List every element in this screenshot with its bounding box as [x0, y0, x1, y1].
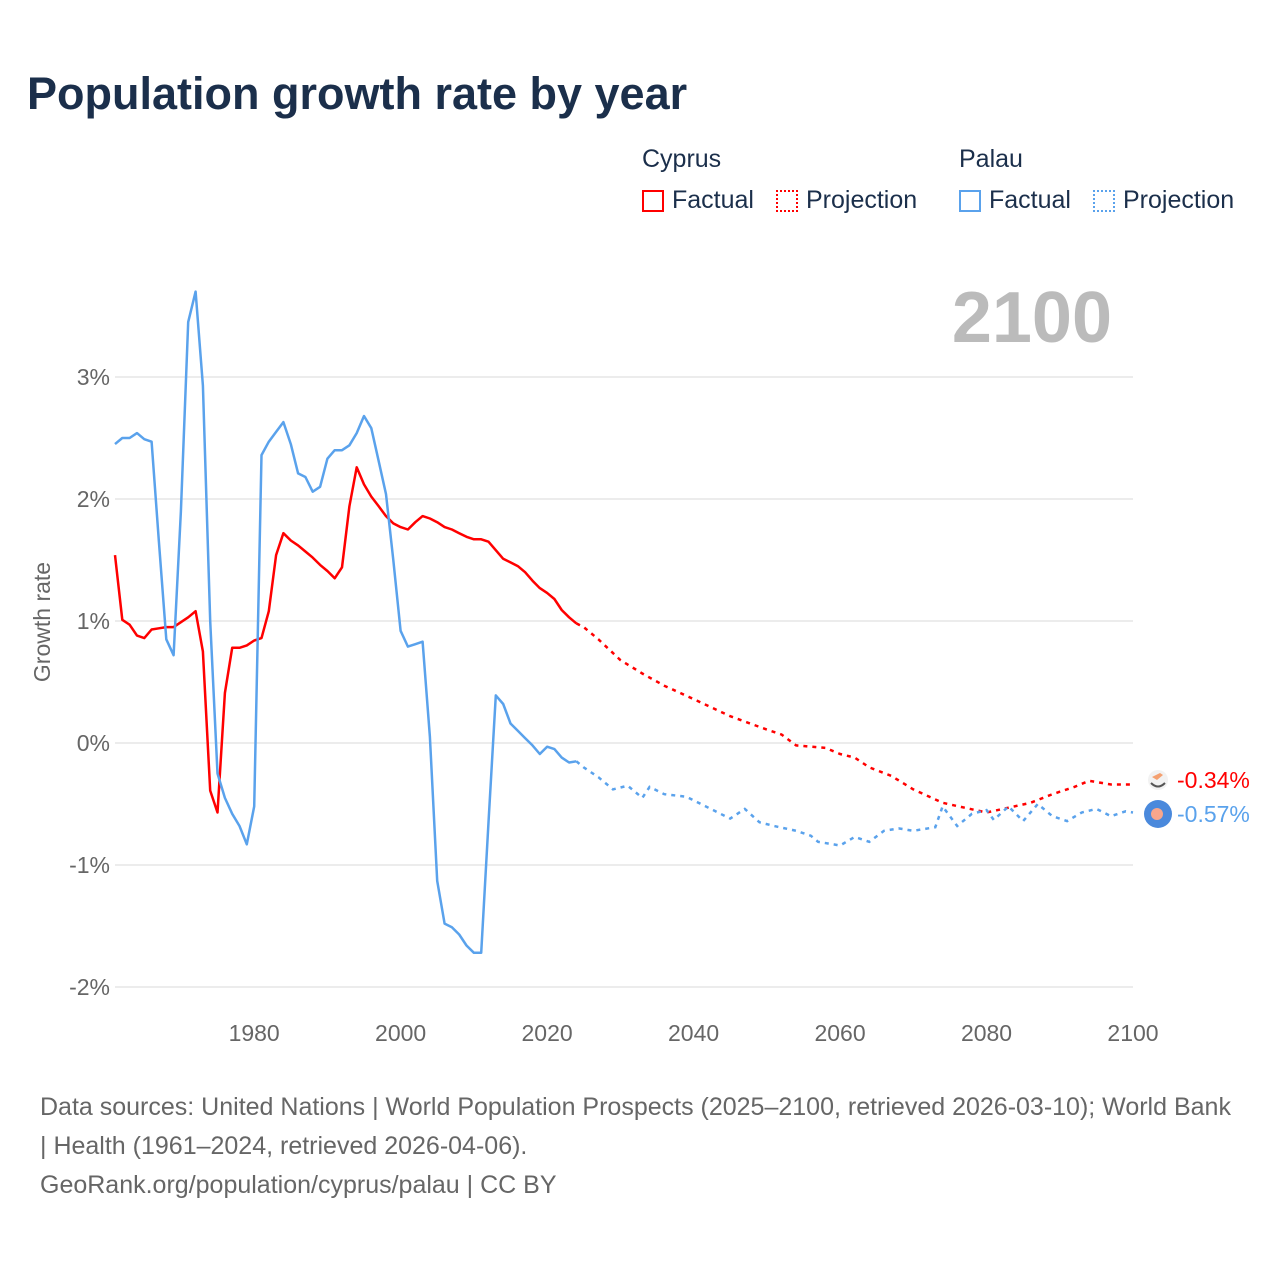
legend-palau-factual[interactable]: Factual — [959, 186, 1071, 215]
legend-palau-projection[interactable]: Projection — [1093, 186, 1234, 215]
cyprus-flag-island-icon — [1152, 773, 1163, 780]
palau-projection-line — [575, 760, 1134, 847]
cyprus-flag-branch-icon — [1150, 782, 1166, 788]
x-tick-label: 1980 — [229, 1020, 280, 1046]
legend-swatch-dotted — [776, 189, 798, 212]
x-tick-label: 2100 — [1107, 1020, 1158, 1046]
legend-label: Factual — [672, 186, 754, 214]
legend-swatch-solid — [959, 189, 981, 212]
cyprus-factual-line — [113, 466, 578, 814]
y-tick-label: 0% — [77, 730, 110, 756]
y-tick-label: 1% — [77, 608, 110, 634]
y-tick-label: -2% — [69, 974, 110, 1000]
legend-cyprus-projection[interactable]: Projection — [776, 186, 917, 215]
y-tick-label: 2% — [77, 486, 110, 512]
data-sources: Data sources: United Nations | World Pop… — [40, 1093, 1231, 1160]
x-tick-label: 2080 — [961, 1020, 1012, 1046]
legend-label: Projection — [1123, 186, 1235, 214]
legend-swatch-solid — [642, 189, 664, 212]
legend-group-cyprus: Cyprus — [642, 145, 722, 173]
legend-group-palau: Palau — [959, 145, 1023, 173]
attribution-link[interactable]: GeoRank.org/population/cyprus/palau | CC… — [40, 1171, 557, 1199]
x-tick-label: 2060 — [814, 1020, 865, 1046]
footer: Data sources: United Nations | World Pop… — [40, 1088, 1240, 1205]
palau-flag-moon-icon — [1151, 808, 1163, 820]
legend-label: Factual — [989, 186, 1071, 214]
legend-label: Projection — [806, 186, 918, 214]
y-tick-label: -1% — [69, 852, 110, 878]
chart-title: Population growth rate by year — [27, 68, 688, 119]
legend-swatch-dotted — [1093, 189, 1115, 212]
y-tick-label: 3% — [77, 364, 110, 390]
palau-end-value-label: -0.57% — [1177, 801, 1250, 827]
legend-cyprus-factual[interactable]: Factual — [642, 186, 754, 215]
cyprus-end-value-label: -0.34% — [1177, 767, 1250, 793]
cyprus-projection-line — [575, 622, 1133, 814]
x-tick-label: 2020 — [522, 1020, 573, 1046]
x-tick-label: 2040 — [668, 1020, 719, 1046]
current-year-label: 2100 — [952, 278, 1112, 358]
palau-factual-line — [114, 290, 577, 955]
x-tick-label: 2000 — [375, 1020, 426, 1046]
y-axis-label: Growth rate — [29, 562, 55, 682]
